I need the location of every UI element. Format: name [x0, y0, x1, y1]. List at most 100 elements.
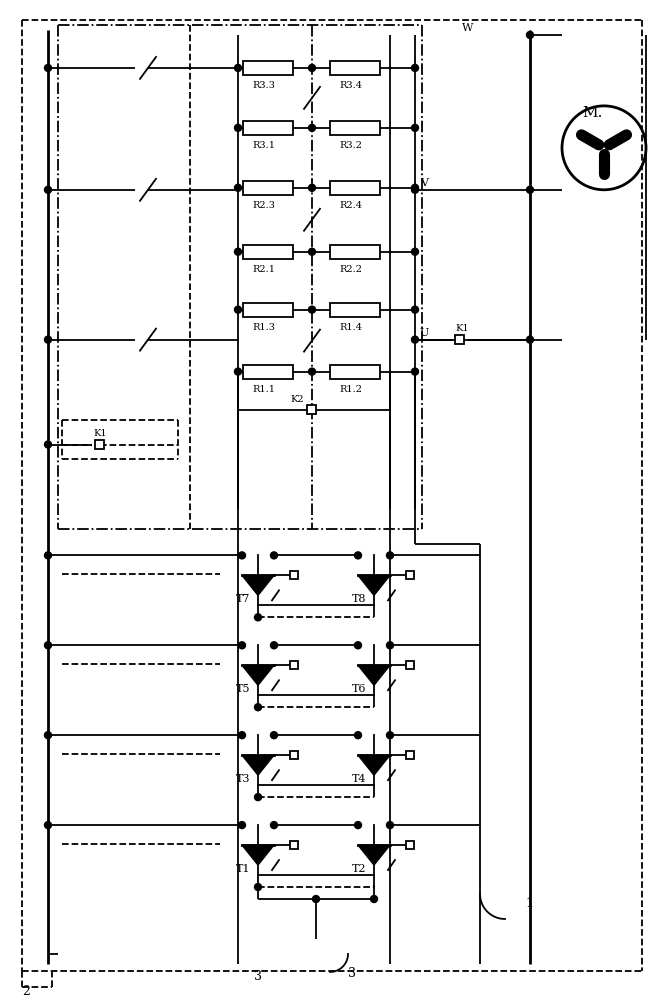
Bar: [290, 751, 298, 759]
Text: R3.1: R3.1: [252, 141, 275, 150]
Polygon shape: [242, 575, 274, 595]
Circle shape: [271, 732, 277, 739]
Text: V: V: [420, 178, 428, 188]
Polygon shape: [358, 575, 390, 595]
Circle shape: [234, 124, 242, 131]
Bar: [243, 245, 293, 259]
Bar: [455, 335, 465, 344]
Bar: [290, 571, 298, 579]
Text: K1: K1: [455, 324, 469, 333]
Circle shape: [44, 642, 52, 649]
Circle shape: [526, 336, 534, 343]
Text: T7: T7: [236, 594, 250, 604]
Circle shape: [354, 552, 361, 559]
Circle shape: [412, 124, 418, 131]
Circle shape: [412, 64, 418, 71]
Circle shape: [44, 186, 52, 193]
Circle shape: [44, 732, 52, 739]
Text: T2: T2: [352, 864, 367, 874]
Bar: [406, 571, 414, 579]
Text: R1.1: R1.1: [252, 385, 275, 394]
Text: R3.4: R3.4: [340, 81, 363, 90]
Text: R1.4: R1.4: [340, 323, 363, 332]
Text: R2.2: R2.2: [340, 265, 363, 274]
Polygon shape: [358, 755, 390, 775]
Bar: [290, 841, 298, 849]
Circle shape: [412, 368, 418, 375]
Circle shape: [412, 248, 418, 255]
Circle shape: [254, 884, 261, 891]
Circle shape: [234, 368, 242, 375]
Bar: [243, 121, 293, 135]
Polygon shape: [242, 755, 274, 775]
Circle shape: [387, 822, 393, 829]
Text: R3.2: R3.2: [340, 141, 363, 150]
Circle shape: [271, 822, 277, 829]
Text: T1: T1: [236, 864, 250, 874]
Circle shape: [238, 642, 246, 649]
Polygon shape: [242, 845, 274, 865]
Bar: [243, 365, 293, 379]
Circle shape: [308, 184, 316, 191]
Circle shape: [234, 306, 242, 313]
Circle shape: [412, 186, 418, 193]
Text: T5: T5: [236, 684, 250, 694]
Text: K1: K1: [93, 429, 107, 438]
Bar: [243, 61, 293, 75]
Circle shape: [308, 64, 316, 71]
Text: R3.3: R3.3: [252, 81, 275, 90]
Text: W: W: [462, 23, 474, 33]
Bar: [308, 405, 316, 414]
Circle shape: [254, 614, 261, 621]
Circle shape: [271, 552, 277, 559]
Text: 3: 3: [348, 967, 356, 980]
Text: T6: T6: [352, 684, 367, 694]
Bar: [330, 181, 380, 195]
Bar: [406, 751, 414, 759]
Bar: [406, 841, 414, 849]
Circle shape: [44, 336, 52, 343]
Circle shape: [238, 552, 246, 559]
Circle shape: [354, 732, 361, 739]
Circle shape: [412, 184, 418, 191]
Circle shape: [234, 248, 242, 255]
Bar: [243, 303, 293, 317]
Circle shape: [412, 336, 418, 343]
Text: 3: 3: [254, 970, 262, 983]
Text: T4: T4: [352, 774, 367, 784]
Text: R2.3: R2.3: [252, 201, 275, 210]
Text: T8: T8: [352, 594, 367, 604]
Circle shape: [412, 306, 418, 313]
Polygon shape: [358, 845, 390, 865]
Text: U: U: [419, 328, 428, 338]
Circle shape: [308, 368, 316, 375]
Text: 2: 2: [22, 985, 30, 998]
Bar: [290, 661, 298, 669]
Text: T3: T3: [236, 774, 250, 784]
Polygon shape: [242, 665, 274, 685]
Text: R1.3: R1.3: [252, 323, 275, 332]
Circle shape: [387, 732, 393, 739]
Circle shape: [238, 732, 246, 739]
Circle shape: [238, 822, 246, 829]
Bar: [330, 303, 380, 317]
Bar: [330, 365, 380, 379]
Circle shape: [312, 896, 320, 902]
Text: K2: K2: [290, 395, 304, 404]
Polygon shape: [358, 665, 390, 685]
Circle shape: [308, 306, 316, 313]
Bar: [330, 245, 380, 259]
Bar: [330, 61, 380, 75]
Text: R1.2: R1.2: [340, 385, 363, 394]
Circle shape: [308, 124, 316, 131]
Circle shape: [354, 642, 361, 649]
Circle shape: [254, 794, 261, 801]
Circle shape: [387, 552, 393, 559]
Circle shape: [44, 441, 52, 448]
Circle shape: [308, 248, 316, 255]
Circle shape: [234, 64, 242, 71]
Circle shape: [526, 186, 534, 193]
Circle shape: [387, 642, 393, 649]
Circle shape: [44, 552, 52, 559]
Text: R2.4: R2.4: [340, 201, 363, 210]
